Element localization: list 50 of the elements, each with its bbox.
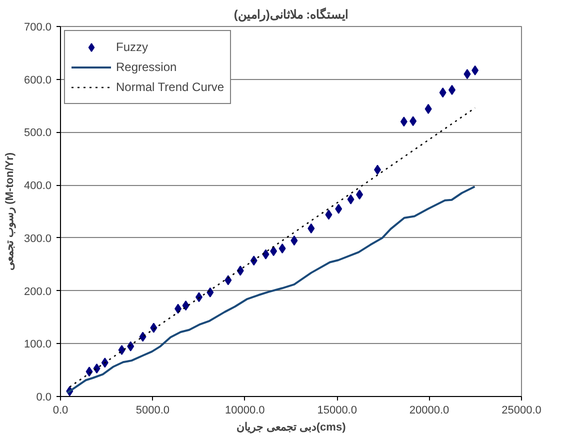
- point: [347, 194, 354, 204]
- legend-label: Fuzzy: [116, 40, 148, 54]
- point: [182, 300, 190, 311]
- point: [439, 88, 446, 98]
- point: [224, 275, 232, 286]
- point: [139, 332, 146, 342]
- point: [424, 104, 432, 114]
- y-tick-label: 500.0: [24, 127, 52, 140]
- point: [150, 322, 158, 333]
- chart-title: ایستگاه: ملاثانی(رامین): [234, 6, 348, 22]
- point: [250, 256, 258, 266]
- x-tick-label: 15000.0: [317, 404, 357, 416]
- x-tick-label: 10000.0: [225, 404, 265, 416]
- point: [356, 190, 364, 200]
- point: [335, 204, 342, 214]
- point: [101, 358, 108, 368]
- point: [195, 292, 202, 302]
- x-tick-label: 25000.0: [502, 404, 542, 416]
- point: [118, 344, 126, 355]
- point: [308, 223, 315, 234]
- y-tick-label: 100.0: [24, 338, 52, 351]
- point: [270, 246, 278, 256]
- point: [410, 116, 417, 126]
- point: [464, 69, 471, 80]
- point: [127, 341, 134, 352]
- y-tick-label: 200.0: [24, 286, 52, 298]
- y-tick-label: 0.0: [36, 392, 52, 404]
- y-tick-label: 700.0: [24, 22, 52, 34]
- x-tick-label: 0.0: [52, 404, 68, 416]
- y-tick-label: 400.0: [24, 180, 52, 192]
- point: [325, 210, 332, 220]
- point: [290, 236, 298, 246]
- legend-label: Regression: [116, 60, 177, 74]
- x-axis-title: دبی تجمعی جریان(cms): [236, 422, 346, 434]
- point: [472, 65, 479, 76]
- point: [93, 363, 100, 374]
- x-tick-label: 5000.0: [136, 404, 170, 416]
- point: [236, 266, 244, 276]
- point: [448, 84, 456, 95]
- point: [278, 244, 286, 254]
- y-tick-label: 300.0: [24, 232, 52, 245]
- y-axis-title: رسوب تجمعی (M-ton/Yr): [4, 152, 16, 271]
- point: [206, 287, 214, 298]
- point: [262, 249, 270, 260]
- point: [400, 116, 408, 127]
- point: [174, 304, 182, 314]
- y-tick-label: 600.0: [24, 74, 52, 86]
- legend-label: Normal Trend Curve: [116, 80, 224, 94]
- x-tick-label: 20000.0: [409, 404, 450, 416]
- point: [86, 366, 93, 377]
